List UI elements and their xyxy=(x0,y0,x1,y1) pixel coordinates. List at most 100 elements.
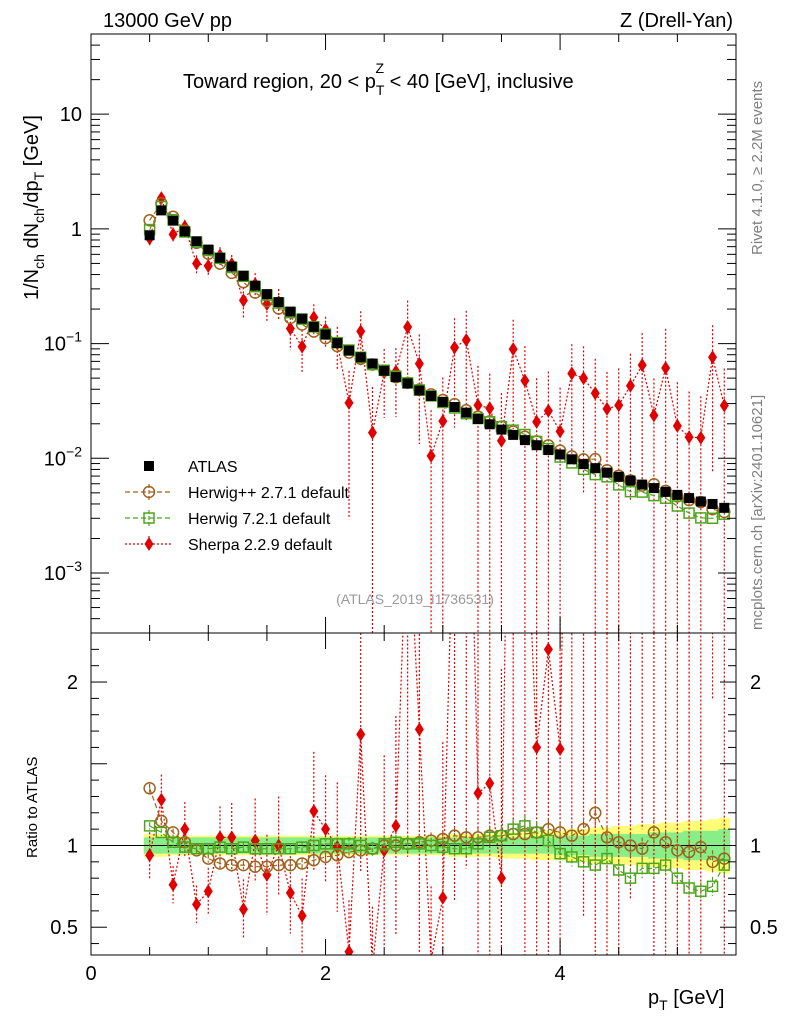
sherpa-point xyxy=(309,310,319,325)
herwig7-ratio-point xyxy=(718,859,731,871)
atlas-point xyxy=(261,289,272,300)
ratio-tick-label-right: 0.5 xyxy=(750,917,778,939)
atlas-point xyxy=(344,345,354,356)
sherpa-point xyxy=(684,430,694,445)
sherpa-ratio-point xyxy=(156,792,166,807)
atlas-point xyxy=(273,297,284,308)
sherpa-point xyxy=(403,320,413,335)
sherpa-ratio-point xyxy=(649,299,658,313)
atlas-point xyxy=(461,407,472,418)
atlas-point xyxy=(297,313,308,324)
sherpa-point xyxy=(637,358,647,373)
legend-marker xyxy=(144,537,154,551)
sherpa-ratio-point xyxy=(438,890,448,905)
sherpa-point xyxy=(520,373,530,388)
atlas-point xyxy=(543,445,554,456)
herwigpp-ratio-point xyxy=(718,852,731,865)
herwig7-ratio-point xyxy=(308,839,320,852)
herwig7-ratio-point xyxy=(636,862,648,875)
atlas-point xyxy=(414,385,425,396)
atlas-point xyxy=(695,496,706,507)
sherpa-point xyxy=(508,342,518,357)
herwig7-ratio-point xyxy=(542,834,555,847)
herwigpp-ratio-point xyxy=(319,850,332,864)
herwig7-ratio-point xyxy=(425,839,437,852)
x-tick-label: 0 xyxy=(85,963,96,985)
herwigpp-ratio-point xyxy=(553,826,567,839)
herwig7-ratio-point xyxy=(331,838,344,850)
sherpa-ratio-point xyxy=(403,495,412,509)
atlas-point xyxy=(426,390,437,401)
herwig7-ratio-point xyxy=(296,841,308,853)
sherpa-point xyxy=(602,401,612,416)
sherpa-point xyxy=(438,414,448,429)
herwig7-ratio-line xyxy=(149,825,725,892)
atlas-point xyxy=(508,429,519,440)
sherpa-ratio-point xyxy=(450,463,459,477)
ratio-tick-label-right: 2 xyxy=(750,672,761,694)
herwig7-ratio-point xyxy=(261,843,273,855)
sherpa-ratio-point xyxy=(297,908,307,923)
herwigpp-ratio-point xyxy=(565,829,579,842)
sherpa-ratio-point xyxy=(614,315,623,329)
sherpa-ratio-point xyxy=(579,87,588,101)
sherpa-ratio-point xyxy=(344,944,354,955)
herwig7-ratio-point xyxy=(554,847,566,860)
atlas-point xyxy=(578,459,589,470)
atlas-point xyxy=(707,498,718,509)
herwig7-ratio-point xyxy=(530,826,543,839)
legend-entry: Herwig++ 2.7.1 default xyxy=(125,484,350,502)
herwigpp-ratio-point xyxy=(600,831,614,844)
y-tick-label: 10−2 xyxy=(44,443,82,470)
atlas-point xyxy=(531,440,542,451)
herwig7-point xyxy=(671,500,684,512)
herwig7-ratio-point xyxy=(659,859,672,871)
legend-label: ATLAS xyxy=(188,459,238,476)
herwig7-ratio-point xyxy=(519,820,531,832)
ratio-panel-frame xyxy=(90,632,737,956)
sherpa-point xyxy=(614,398,624,413)
atlas-point xyxy=(179,226,190,237)
herwig7-ratio-point xyxy=(214,841,226,853)
herwig7-ratio-point xyxy=(437,841,449,853)
sherpa-ratio-point xyxy=(238,902,248,917)
rivet-version-label: Rivet 4.1.0, ≥ 2.2M events xyxy=(749,81,766,255)
herwig7-ratio-point xyxy=(249,843,261,855)
sherpa-ratio-point xyxy=(180,822,190,837)
herwigpp-ratio-point xyxy=(213,857,227,870)
sherpa-ratio-point xyxy=(321,822,331,837)
atlas-point xyxy=(156,205,167,216)
herwigpp-ratio-point xyxy=(542,822,555,836)
sherpa-ratio-point xyxy=(368,961,377,975)
herwigpp-ratio-point xyxy=(436,832,450,846)
sherpa-ratio-point xyxy=(591,266,600,280)
sherpa-ratio-point xyxy=(414,722,424,737)
herwig7-ratio-point xyxy=(378,838,390,850)
herwig7-ratio-point xyxy=(390,836,402,848)
y-axis-label: 1/Nch dNch/dpT [GeV] xyxy=(21,115,47,300)
sherpa-point xyxy=(367,425,377,440)
sherpa-point xyxy=(414,356,424,371)
analysis-watermark: (ATLAS_2019_I1736531) xyxy=(336,591,494,607)
sherpa-ratio-point xyxy=(496,871,506,886)
herwig7-ratio-point xyxy=(366,843,379,855)
y-tick-label: 10 xyxy=(60,104,82,126)
mcplots-reference-label: mcplots.cern.ch [arXiv:2401.10621] xyxy=(749,395,766,630)
herwigpp-ratio-point xyxy=(612,835,625,849)
ratio-tick-label-right: 1 xyxy=(750,835,761,857)
legend: ATLAS Herwig++ 2.7.1 default Herwig 7.2.1 … xyxy=(125,459,350,554)
atlas-point xyxy=(473,414,483,425)
y-tick-label: 1 xyxy=(71,219,82,241)
header-process: Z (Drell-Yan) xyxy=(620,10,733,32)
atlas-point xyxy=(215,252,225,263)
herwig7-ratio-point xyxy=(190,843,203,855)
y-tick-label: 10−1 xyxy=(44,329,82,356)
atlas-point xyxy=(250,280,261,291)
sherpa-point xyxy=(496,433,506,448)
herwig7-ratio-point xyxy=(671,872,684,884)
sherpa-point xyxy=(672,418,682,433)
x-tick-label: 4 xyxy=(555,963,566,985)
herwig7-ratio-point xyxy=(155,826,168,839)
plot-title-sub: T xyxy=(376,82,385,98)
